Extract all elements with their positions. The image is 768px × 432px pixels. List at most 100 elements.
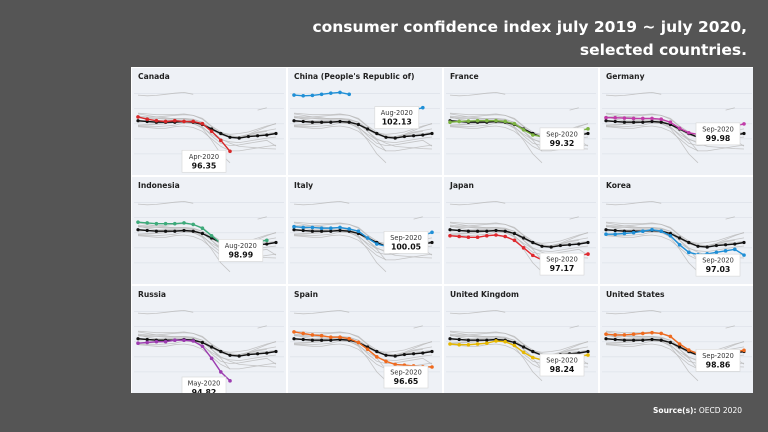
highlight-point bbox=[622, 333, 627, 337]
highlight-point bbox=[292, 93, 296, 97]
highlight-point bbox=[265, 238, 269, 243]
comparison-series-united-states bbox=[605, 223, 745, 247]
oecd-point bbox=[191, 229, 195, 233]
highlight-point bbox=[430, 230, 434, 235]
value-callout-value: 99.98 bbox=[706, 134, 731, 143]
highlight-point bbox=[631, 116, 636, 121]
oecd-series-line bbox=[293, 120, 433, 139]
highlight-point bbox=[466, 235, 471, 240]
highlight-point bbox=[521, 127, 526, 132]
oecd-point bbox=[659, 338, 663, 342]
comparison-series-china-people-s-republic-of bbox=[605, 91, 735, 111]
value-callout-date: Sep-2020 bbox=[702, 125, 734, 133]
oecd-point bbox=[641, 120, 645, 124]
oecd-point bbox=[136, 228, 140, 232]
oecd-point bbox=[430, 131, 434, 136]
highlight-point bbox=[485, 118, 489, 123]
comparison-series-china-people-s-republic-of bbox=[605, 200, 735, 220]
highlight-point bbox=[145, 340, 149, 345]
oecd-point bbox=[375, 131, 379, 136]
highlight-point bbox=[494, 339, 498, 343]
oecd-point bbox=[604, 337, 608, 341]
highlight-point bbox=[219, 138, 223, 143]
highlight-point bbox=[586, 252, 590, 256]
comparison-series-italy bbox=[293, 117, 433, 138]
highlight-point bbox=[659, 117, 663, 121]
oecd-point bbox=[522, 236, 526, 240]
panel-title: Italy bbox=[294, 181, 313, 190]
highlight-point bbox=[375, 242, 379, 246]
value-callout-date: Apr-2020 bbox=[189, 153, 219, 161]
highlight-point bbox=[466, 119, 471, 123]
comparison-series-china-people-s-republic-of bbox=[605, 309, 735, 329]
highlight-point bbox=[604, 115, 608, 120]
highlight-point bbox=[301, 94, 305, 98]
highlight-point bbox=[219, 370, 223, 374]
value-callout-box bbox=[695, 122, 741, 146]
oecd-series-line bbox=[293, 338, 433, 357]
oecd-point bbox=[613, 228, 617, 233]
oecd-point bbox=[457, 337, 461, 342]
comparison-series-japan bbox=[605, 125, 745, 152]
highlight-point bbox=[723, 249, 728, 253]
highlight-point bbox=[319, 333, 324, 338]
highlight-point bbox=[650, 330, 654, 335]
oecd-point bbox=[274, 131, 278, 136]
highlight-point bbox=[384, 359, 388, 364]
highlight-point bbox=[503, 339, 508, 344]
oecd-point bbox=[301, 119, 305, 124]
value-callout-value: 98.24 bbox=[550, 365, 575, 374]
highlight-point bbox=[622, 116, 627, 120]
oecd-point bbox=[265, 242, 269, 246]
oecd-point bbox=[613, 337, 617, 342]
comparison-series-japan bbox=[293, 125, 433, 152]
value-callout-value: 98.99 bbox=[228, 250, 253, 259]
highlight-point bbox=[604, 332, 608, 336]
comparison-series-china-people-s-republic-of bbox=[293, 200, 423, 220]
oecd-point bbox=[347, 120, 351, 124]
highlight-point bbox=[329, 335, 333, 340]
chart-title-line-1: consumer confidence index july 2019 ~ ju… bbox=[312, 18, 747, 36]
comparison-series-spain bbox=[293, 222, 433, 259]
oecd-point bbox=[310, 338, 314, 342]
highlight-point bbox=[136, 341, 140, 346]
panel-title: Russia bbox=[138, 290, 166, 299]
oecd-point bbox=[457, 228, 461, 233]
highlight-point bbox=[228, 149, 232, 154]
oecd-point bbox=[466, 229, 470, 233]
comparison-series-united-kingdom bbox=[449, 231, 589, 253]
panel-title: Indonesia bbox=[138, 181, 180, 190]
highlight-point bbox=[319, 92, 324, 97]
oecd-point bbox=[320, 120, 324, 124]
oecd-point bbox=[246, 134, 250, 139]
highlight-point bbox=[531, 133, 535, 137]
panel-title: United States bbox=[606, 290, 665, 299]
value-callout-box bbox=[181, 376, 227, 393]
comparison-series-united-states bbox=[293, 332, 433, 356]
comparison-series-spain bbox=[293, 113, 433, 150]
comparison-series-united-kingdom bbox=[293, 122, 433, 144]
value-callout-date: Sep-2020 bbox=[390, 234, 422, 242]
oecd-point bbox=[210, 345, 214, 349]
value-callout-value: 102.13 bbox=[382, 118, 412, 127]
highlight-point bbox=[613, 333, 617, 337]
value-callout-value: 100.05 bbox=[391, 242, 421, 251]
highlight-point bbox=[742, 122, 746, 126]
oecd-point bbox=[145, 228, 149, 233]
oecd-point bbox=[393, 136, 397, 140]
highlight-point bbox=[466, 342, 471, 347]
oecd-point bbox=[237, 354, 241, 358]
highlight-point bbox=[182, 221, 186, 225]
value-callout-value: 99.32 bbox=[550, 139, 575, 148]
oecd-point bbox=[742, 131, 746, 136]
highlight-point bbox=[200, 226, 205, 230]
oecd-point bbox=[430, 349, 434, 354]
value-callout-box bbox=[539, 127, 585, 151]
oecd-point bbox=[274, 349, 278, 354]
highlight-point bbox=[586, 127, 590, 131]
